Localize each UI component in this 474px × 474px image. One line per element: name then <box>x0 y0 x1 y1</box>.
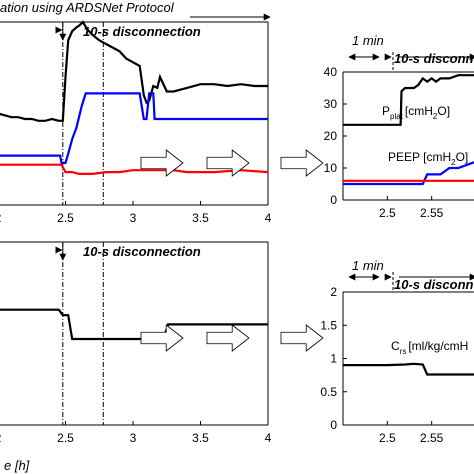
x-tick-label: 4 <box>265 431 272 445</box>
flow-arrow-icon <box>206 149 250 177</box>
x-axis-label-bottom: e [h] <box>4 458 30 473</box>
crs-label: Crs [ml/kg/cmH <box>391 339 468 356</box>
series-line-red <box>0 163 269 175</box>
x-tick-label: 2 <box>0 431 2 445</box>
series-line-black <box>0 20 268 122</box>
flow-arrow-icon <box>140 324 184 352</box>
series-line-blue <box>343 161 474 186</box>
x-tick-label: 3 <box>130 431 137 445</box>
series-line-blue <box>0 92 268 164</box>
y-tick-label: 0.5 <box>320 385 337 399</box>
x-tick-label: 2 <box>0 211 2 225</box>
peep-label: PEEP [cmH2O] <box>388 150 468 167</box>
flow-arrows <box>140 149 324 352</box>
flow-arrow-icon <box>280 324 324 352</box>
disconnection-label-top-right: 10-s disconne <box>394 51 474 66</box>
pplat-label: Pplat [cmH2O] <box>382 104 450 121</box>
y-tick-label: 40 <box>324 65 338 79</box>
x-tick-label: 2.55 <box>420 431 444 445</box>
disconnection-label-bottom: 10-s disconnection <box>83 244 201 259</box>
series-line-black <box>343 362 474 376</box>
disconnection-label-bottom-right: 10-s disconn <box>394 277 474 292</box>
y-tick-label: 1.5 <box>320 318 337 332</box>
panel-bottom-right: 2.5 2.55 0 0.5 1 1.5 2 <box>320 272 474 445</box>
flow-arrow-icon <box>206 324 250 352</box>
x-tick-label: 4 <box>265 211 272 225</box>
x-tick-label: 2.55 <box>420 206 444 220</box>
x-tick-label: 2.5 <box>379 431 396 445</box>
y-tick-label: 10 <box>324 161 338 175</box>
y-tick-label: 0 <box>330 193 337 207</box>
flow-arrow-icon <box>280 149 324 177</box>
series-line-black <box>343 74 474 126</box>
y-tick-label: 20 <box>324 129 338 143</box>
y-tick-label: 1 <box>330 352 337 366</box>
panel-bottom-left: 2 2.5 3 3.5 4 <box>0 241 272 445</box>
panel-top-right: 2.5 2.55 0 10 20 30 40 <box>324 52 474 220</box>
x-tick-label: 2.5 <box>57 431 74 445</box>
panel-top-left: 2 2.5 3 3.5 4 <box>0 20 272 225</box>
flow-arrow-icon <box>140 149 184 177</box>
scale-label-top: 1 min <box>352 33 384 48</box>
disconnection-label-top: 10-s disconnection <box>83 24 201 39</box>
x-tick-label: 3 <box>130 211 137 225</box>
x-tick-label: 2.5 <box>57 211 74 225</box>
y-tick-label: 2 <box>330 285 337 299</box>
x-tick-label: 3.5 <box>192 431 209 445</box>
x-tick-label: 2.5 <box>379 206 396 220</box>
y-tick-label: 0 <box>330 418 337 432</box>
scale-label-bottom: 1 min <box>352 258 384 273</box>
series-line-black <box>0 308 268 341</box>
protocol-label: ation using ARDSNet Protocol <box>0 0 175 15</box>
y-tick-label: 30 <box>324 97 338 111</box>
x-tick-label: 3.5 <box>192 211 209 225</box>
